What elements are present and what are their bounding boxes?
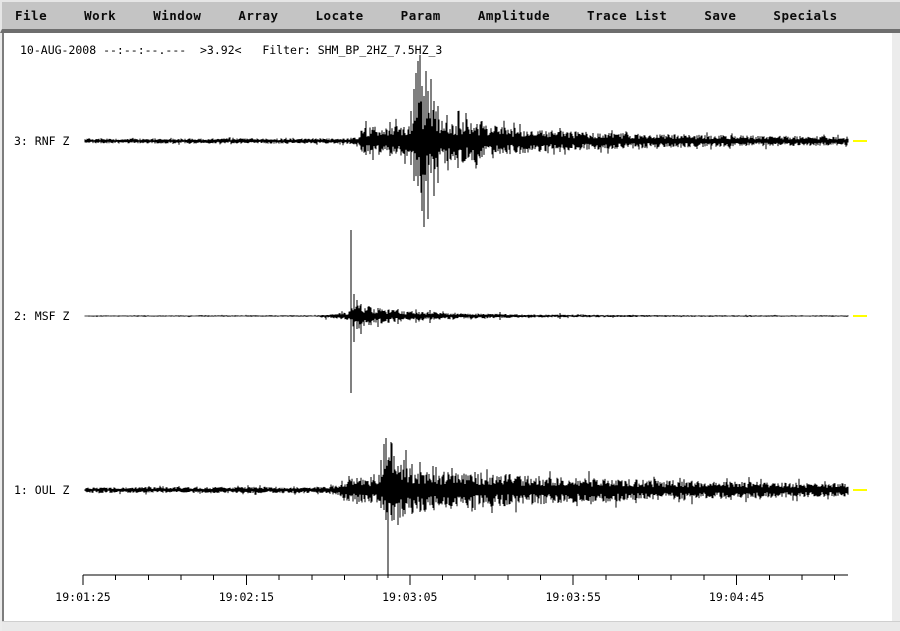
menu-item-locate[interactable]: Locate xyxy=(315,8,364,23)
menu-item-amplitude[interactable]: Amplitude xyxy=(477,8,551,23)
menu-item-trace-list[interactable]: Trace List xyxy=(587,8,668,23)
menu-item-work[interactable]: Work xyxy=(84,8,117,23)
trace-end-marker-oul xyxy=(853,489,867,491)
trace-label-oul[interactable]: 1: OUL Z xyxy=(14,483,70,497)
time-filter-readout: 10-AUG-2008 --:--:--.--- >3.92< Filter: … xyxy=(20,43,443,57)
menu-item-specials[interactable]: Specials xyxy=(773,8,838,23)
menu-bar: File Work Window Array Locate Param Amplitude T… xyxy=(0,0,900,33)
menu-item-save[interactable]: Save xyxy=(704,8,737,23)
menu-item-file[interactable]: File xyxy=(15,8,48,23)
menu-item-window[interactable]: Window xyxy=(153,8,202,23)
plot-canvas[interactable] xyxy=(2,33,892,621)
menu-item-array[interactable]: Array xyxy=(238,8,279,23)
trace-label-msf[interactable]: 2: MSF Z xyxy=(14,309,70,323)
window-bottom-frame xyxy=(2,621,900,631)
trace-end-marker-rnf xyxy=(853,140,867,142)
trace-end-marker-msf xyxy=(853,315,867,317)
trace-label-rnf[interactable]: 3: RNF Z xyxy=(14,134,70,148)
menu-item-param[interactable]: Param xyxy=(400,8,441,23)
